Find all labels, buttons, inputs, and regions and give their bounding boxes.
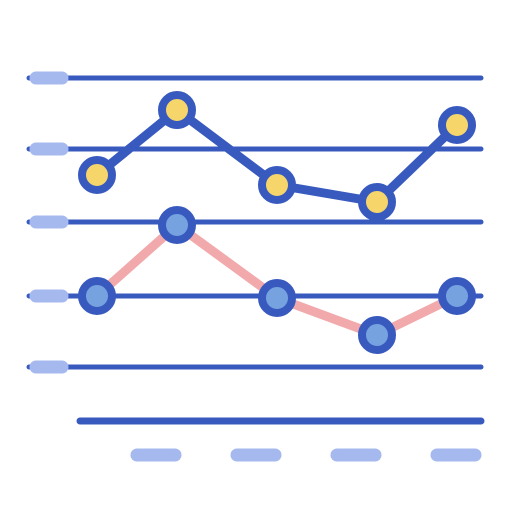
series-b-marker [262,283,292,313]
series-b-marker [362,320,392,350]
series-a-marker [82,160,112,190]
series-b-marker [82,281,112,311]
series-b-marker [442,281,472,311]
line-chart-icon [0,0,512,512]
series-a-marker [162,95,192,125]
series-a-marker [262,170,292,200]
series-a-marker [362,187,392,217]
series-b-marker [162,210,192,240]
series-a-marker [442,110,472,140]
